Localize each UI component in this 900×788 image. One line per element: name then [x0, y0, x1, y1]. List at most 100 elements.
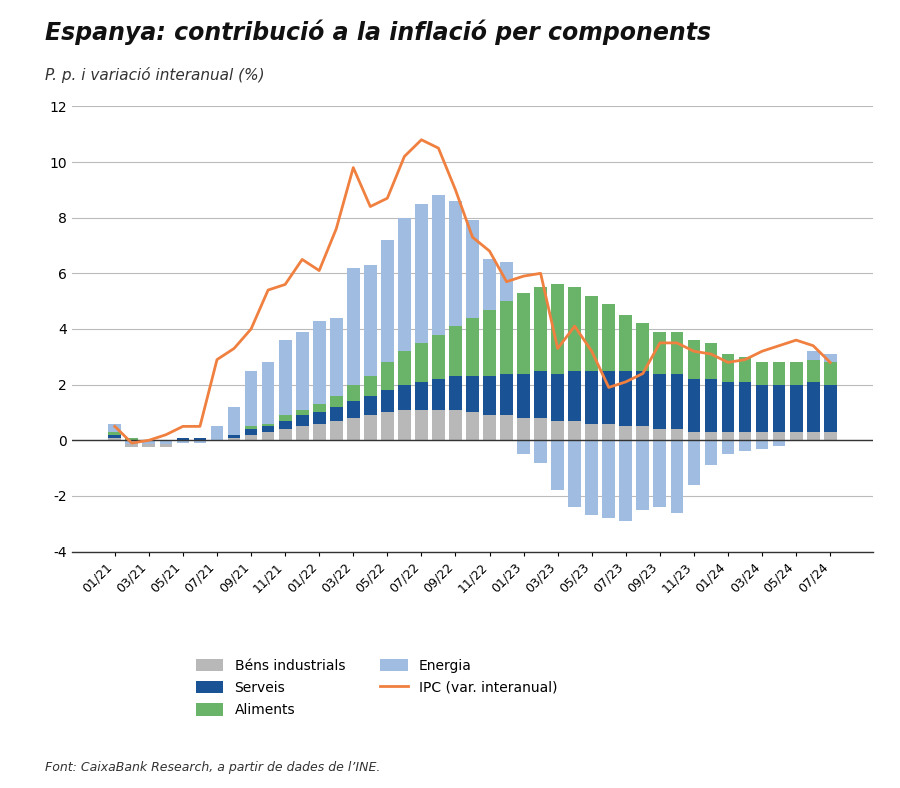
Bar	[415, 204, 428, 343]
Bar	[619, 370, 632, 426]
Bar	[483, 259, 496, 310]
Bar	[773, 362, 786, 385]
Bar	[432, 335, 445, 379]
Bar	[398, 385, 410, 410]
Bar	[518, 293, 530, 374]
Text: Font: CaixaBank Research, a partir de dades de l’INE.: Font: CaixaBank Research, a partir de da…	[45, 761, 381, 774]
Bar	[329, 396, 343, 407]
Bar	[466, 412, 479, 440]
Bar	[824, 432, 837, 440]
Bar	[483, 415, 496, 440]
Bar	[602, 370, 616, 424]
Bar	[381, 362, 393, 390]
Bar	[329, 421, 343, 440]
Bar	[518, 374, 530, 418]
Bar	[381, 390, 393, 412]
Bar	[670, 440, 683, 513]
Bar	[722, 354, 734, 382]
Bar	[108, 432, 122, 435]
Bar	[619, 426, 632, 440]
Bar	[364, 415, 377, 440]
Bar	[585, 296, 598, 370]
Bar	[329, 318, 343, 396]
Bar	[125, 437, 139, 440]
Bar	[619, 440, 632, 521]
Bar	[619, 315, 632, 370]
Bar	[346, 401, 360, 418]
Bar	[466, 377, 479, 412]
Bar	[670, 374, 683, 429]
Bar	[125, 440, 139, 444]
Bar	[636, 370, 649, 426]
Bar	[739, 432, 752, 440]
Bar	[228, 407, 240, 435]
Bar	[449, 326, 462, 377]
Bar	[670, 332, 683, 374]
Bar	[688, 379, 700, 432]
Bar	[381, 240, 393, 362]
Bar	[449, 201, 462, 326]
Bar	[636, 440, 649, 510]
Bar	[789, 362, 803, 385]
Bar	[500, 301, 513, 374]
Bar	[483, 310, 496, 377]
Bar	[500, 374, 513, 415]
Bar	[398, 351, 410, 385]
Bar	[108, 424, 122, 432]
Bar	[535, 288, 547, 370]
Bar	[364, 396, 377, 415]
Bar	[602, 304, 616, 370]
Bar	[824, 354, 837, 362]
Bar	[756, 362, 769, 385]
Bar	[279, 340, 292, 415]
Bar	[773, 385, 786, 432]
Bar	[313, 424, 326, 440]
Bar	[756, 432, 769, 440]
Bar	[398, 410, 410, 440]
Bar	[500, 262, 513, 301]
Bar	[415, 382, 428, 410]
Bar	[432, 410, 445, 440]
Bar	[398, 217, 410, 351]
Bar	[739, 357, 752, 382]
Bar	[449, 410, 462, 440]
Bar	[432, 379, 445, 410]
Bar	[262, 362, 274, 424]
Bar	[279, 415, 292, 421]
Bar	[262, 424, 274, 426]
Bar	[211, 426, 223, 440]
Bar	[722, 440, 734, 454]
Bar	[688, 432, 700, 440]
Bar	[552, 284, 564, 374]
Bar	[313, 404, 326, 412]
Bar	[739, 440, 752, 452]
Bar	[535, 440, 547, 463]
Bar	[194, 437, 206, 440]
Bar	[585, 424, 598, 440]
Bar	[108, 435, 122, 437]
Text: P. p. i variació interanual (%): P. p. i variació interanual (%)	[45, 67, 265, 83]
Bar	[364, 377, 377, 396]
Bar	[773, 432, 786, 440]
Legend: Béns industrials, Serveis, Aliments, Energia, IPC (var. interanual): Béns industrials, Serveis, Aliments, Ene…	[190, 653, 562, 723]
Bar	[602, 424, 616, 440]
Bar	[381, 412, 393, 440]
Bar	[789, 385, 803, 432]
Bar	[245, 429, 257, 435]
Bar	[705, 440, 717, 466]
Bar	[245, 435, 257, 440]
Bar	[108, 437, 122, 440]
Bar	[756, 440, 769, 448]
Bar	[296, 410, 309, 415]
Bar	[176, 440, 189, 443]
Bar	[568, 370, 581, 421]
Bar	[125, 444, 139, 448]
Bar	[262, 426, 274, 432]
Bar	[313, 321, 326, 404]
Bar	[602, 440, 616, 519]
Bar	[142, 444, 156, 448]
Bar	[245, 370, 257, 426]
Bar	[142, 440, 156, 444]
Bar	[466, 221, 479, 318]
Bar	[535, 370, 547, 418]
